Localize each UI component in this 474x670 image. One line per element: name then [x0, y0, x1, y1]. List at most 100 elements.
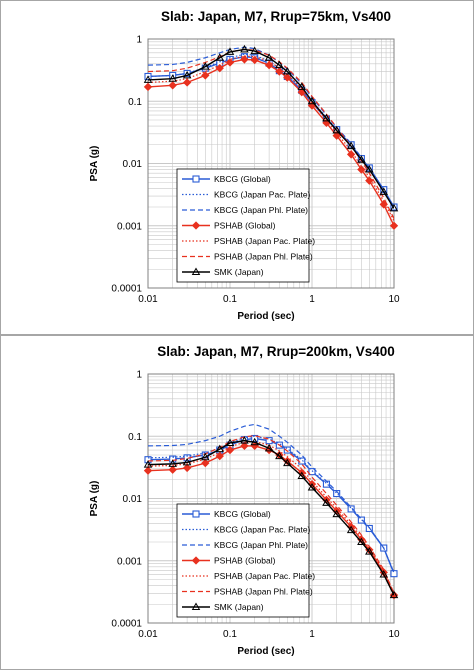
data-point: [357, 155, 366, 163]
legend-entry: PSHAB (Japan Pac. Plate): [214, 571, 315, 581]
data-point: [182, 70, 192, 79]
data-point: [307, 96, 317, 105]
y-tick-label: 0.01: [123, 159, 143, 170]
legend-marker: [192, 175, 200, 183]
x-axis-label: Period (sec): [237, 646, 294, 657]
y-tick-label: 0.1: [128, 432, 142, 443]
data-point: [225, 438, 235, 446]
data-point: [379, 187, 389, 195]
data-point: [264, 53, 274, 61]
data-point: [322, 498, 331, 506]
series-kbcg-japan-phl-plate: [148, 423, 394, 574]
data-point: [143, 82, 153, 92]
x-tick-label: 10: [388, 629, 400, 640]
x-axis-label: Period (sec): [237, 311, 294, 322]
data-point: [250, 437, 259, 446]
data-point: [240, 441, 249, 451]
data-point: [201, 71, 210, 80]
data-point: [346, 141, 356, 150]
x-tick-label: 0.1: [223, 629, 237, 640]
data-point: [240, 44, 249, 53]
chart-panel-75km: Slab: Japan, M7, Rrup=75km, Vs400 0.01 0.1…: [0, 0, 474, 335]
y-tick-label: 0.01: [123, 494, 143, 505]
data-point: [275, 67, 284, 76]
chart-panel-200km: Slab: Japan, M7, Rrup=200km, Vs400 0.01 0.…: [0, 335, 474, 670]
data-point: [379, 570, 389, 578]
data-point: [332, 509, 341, 518]
y-tick-label: 0.0001: [111, 619, 142, 630]
data-point: [240, 436, 249, 444]
series-pshab-global: [143, 55, 399, 230]
legend-entry: KBCG (Japan Phl. Plate): [214, 540, 308, 550]
data-point: [201, 458, 210, 468]
series-line-smk-japan: [148, 48, 394, 209]
data-point: [143, 460, 153, 468]
data-point: [201, 62, 210, 70]
series-line-kbcg-japan-phl-plate: [148, 46, 394, 208]
data-point: [168, 74, 177, 82]
data-point: [346, 150, 356, 159]
y-tick-label: 1: [136, 35, 142, 46]
data-point: [264, 60, 274, 70]
series-pshab-japan-phl-plate: [148, 435, 394, 594]
data-point: [168, 465, 177, 474]
chart-title: Slab: Japan, M7, Rrup=200km, Vs400: [157, 344, 394, 359]
x-tick-label: 10: [388, 294, 400, 305]
series-pshab-japan-pac-plate: [148, 55, 394, 222]
chart-title: Slab: Japan, M7, Rrup=75km, Vs400: [161, 9, 391, 24]
data-point: [283, 73, 292, 82]
data-point: [250, 46, 259, 55]
x-tick-label: 1: [309, 294, 315, 305]
data-point: [240, 55, 249, 64]
legend-entry: PSHAB (Japan Phl. Plate): [214, 587, 313, 597]
data-point: [365, 176, 374, 185]
legend-marker: [191, 221, 201, 230]
legend-entry: PSHAB (Global): [214, 556, 276, 566]
data-point: [225, 58, 235, 67]
series-line-pshab-japan-phl-plate: [148, 435, 394, 594]
y-tick-label: 0.001: [117, 556, 142, 567]
legend-entry: KBCG (Japan Phl. Plate): [214, 205, 308, 215]
legend-marker: [191, 556, 201, 565]
data-point: [143, 75, 153, 83]
legend-entry: PSHAB (Japan Pac. Plate): [214, 236, 315, 246]
data-point: [215, 451, 224, 461]
data-point: [297, 82, 307, 90]
data-point: [169, 455, 177, 463]
series-kbcg-japan-phl-plate: [148, 46, 394, 208]
y-tick-label: 0.0001: [111, 284, 142, 295]
data-point: [357, 537, 366, 546]
data-point: [357, 165, 366, 174]
y-tick-label: 0.1: [128, 97, 142, 108]
x-tick-label: 0.01: [138, 629, 158, 640]
chart-svg-75km: Slab: Japan, M7, Rrup=75km, Vs400 0.01 0.1…: [89, 9, 400, 322]
data-point: [168, 459, 177, 467]
data-point: [215, 63, 224, 73]
data-point: [298, 457, 306, 465]
data-point: [144, 456, 152, 464]
data-point: [389, 221, 399, 230]
y-tick-label: 1: [136, 370, 142, 381]
plot-area: [147, 38, 395, 289]
data-point: [297, 471, 307, 479]
legend-marker: [191, 267, 201, 275]
data-point: [201, 452, 210, 461]
y-tick-label: 0.001: [117, 221, 142, 232]
x-tick-label: 1: [309, 629, 315, 640]
legend-entry: KBCG (Japan Pac. Plate): [214, 525, 311, 535]
data-point: [168, 81, 177, 90]
legend-box: [176, 503, 310, 618]
legend: KBCG (Global) KBCG (Japan Pac. Plate) KBCG…: [176, 168, 315, 283]
data-point: [308, 468, 316, 476]
data-point: [389, 590, 399, 599]
y-axis-label: PSA (g): [89, 481, 100, 517]
data-point: [346, 525, 356, 534]
plot-area: [147, 373, 395, 624]
x-tick-label: 0.1: [223, 294, 237, 305]
legend-entry: SMK (Japan): [214, 267, 264, 277]
data-point: [365, 547, 374, 555]
legend: KBCG (Global) KBCG (Japan Pac. Plate) KBCG…: [176, 503, 315, 618]
data-point: [283, 446, 291, 454]
data-point: [332, 125, 341, 134]
legend-marker: [192, 510, 200, 518]
